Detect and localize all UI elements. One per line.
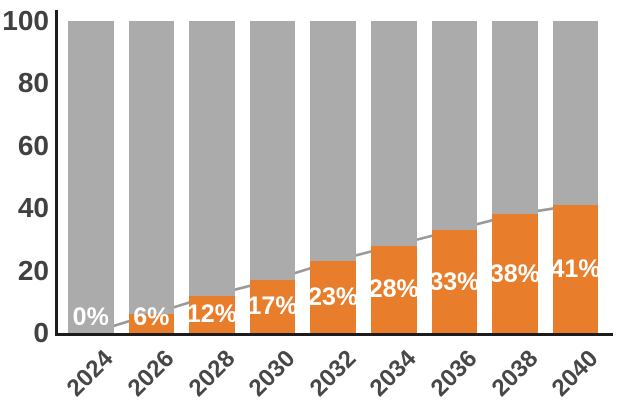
x-tick-2028: 2028 xyxy=(183,345,241,402)
x-tick-2026: 2026 xyxy=(122,345,180,402)
x-tick-2040: 2040 xyxy=(546,345,604,402)
bar-share-2038 xyxy=(492,214,538,333)
bar-share-2028 xyxy=(189,295,235,333)
bar-remainder-2040 xyxy=(552,21,599,206)
bar-remainder-2028 xyxy=(189,21,235,296)
x-tick-2024: 2024 xyxy=(61,345,119,402)
bar-remainder-2030 xyxy=(249,21,296,280)
bar-share-2036 xyxy=(431,230,478,333)
bar-share-2032 xyxy=(310,261,356,333)
bar-remainder-2024 xyxy=(68,21,114,333)
x-tick-2038: 2038 xyxy=(486,345,544,402)
x-tick-2030: 2030 xyxy=(243,345,301,402)
x-tick-2032: 2032 xyxy=(304,345,362,402)
plot-area: 0% 6% 12% 17% 23% 28% 33% 38% 41% xyxy=(57,21,614,333)
bar-remainder-2032 xyxy=(310,21,356,262)
bar-remainder-2036 xyxy=(431,21,478,231)
y-tick-40: 40 xyxy=(17,192,49,224)
bar-share-2034 xyxy=(371,245,417,333)
bar-share-2030 xyxy=(249,279,296,333)
y-axis-line xyxy=(55,10,58,336)
bar-remainder-2034 xyxy=(371,21,417,246)
bar-remainder-2038 xyxy=(492,21,538,215)
x-tick-2036: 2036 xyxy=(425,345,483,402)
x-tick-2034: 2034 xyxy=(364,345,422,402)
bar-remainder-2026 xyxy=(128,21,175,315)
bar-share-2026 xyxy=(128,314,175,333)
bar-share-2040 xyxy=(552,205,599,333)
y-tick-80: 80 xyxy=(17,67,49,99)
x-axis-line xyxy=(55,333,613,336)
y-tick-60: 60 xyxy=(17,129,49,161)
y-tick-20: 20 xyxy=(17,254,49,286)
y-tick-100: 100 xyxy=(2,5,49,36)
y-tick-0: 0 xyxy=(33,317,49,348)
